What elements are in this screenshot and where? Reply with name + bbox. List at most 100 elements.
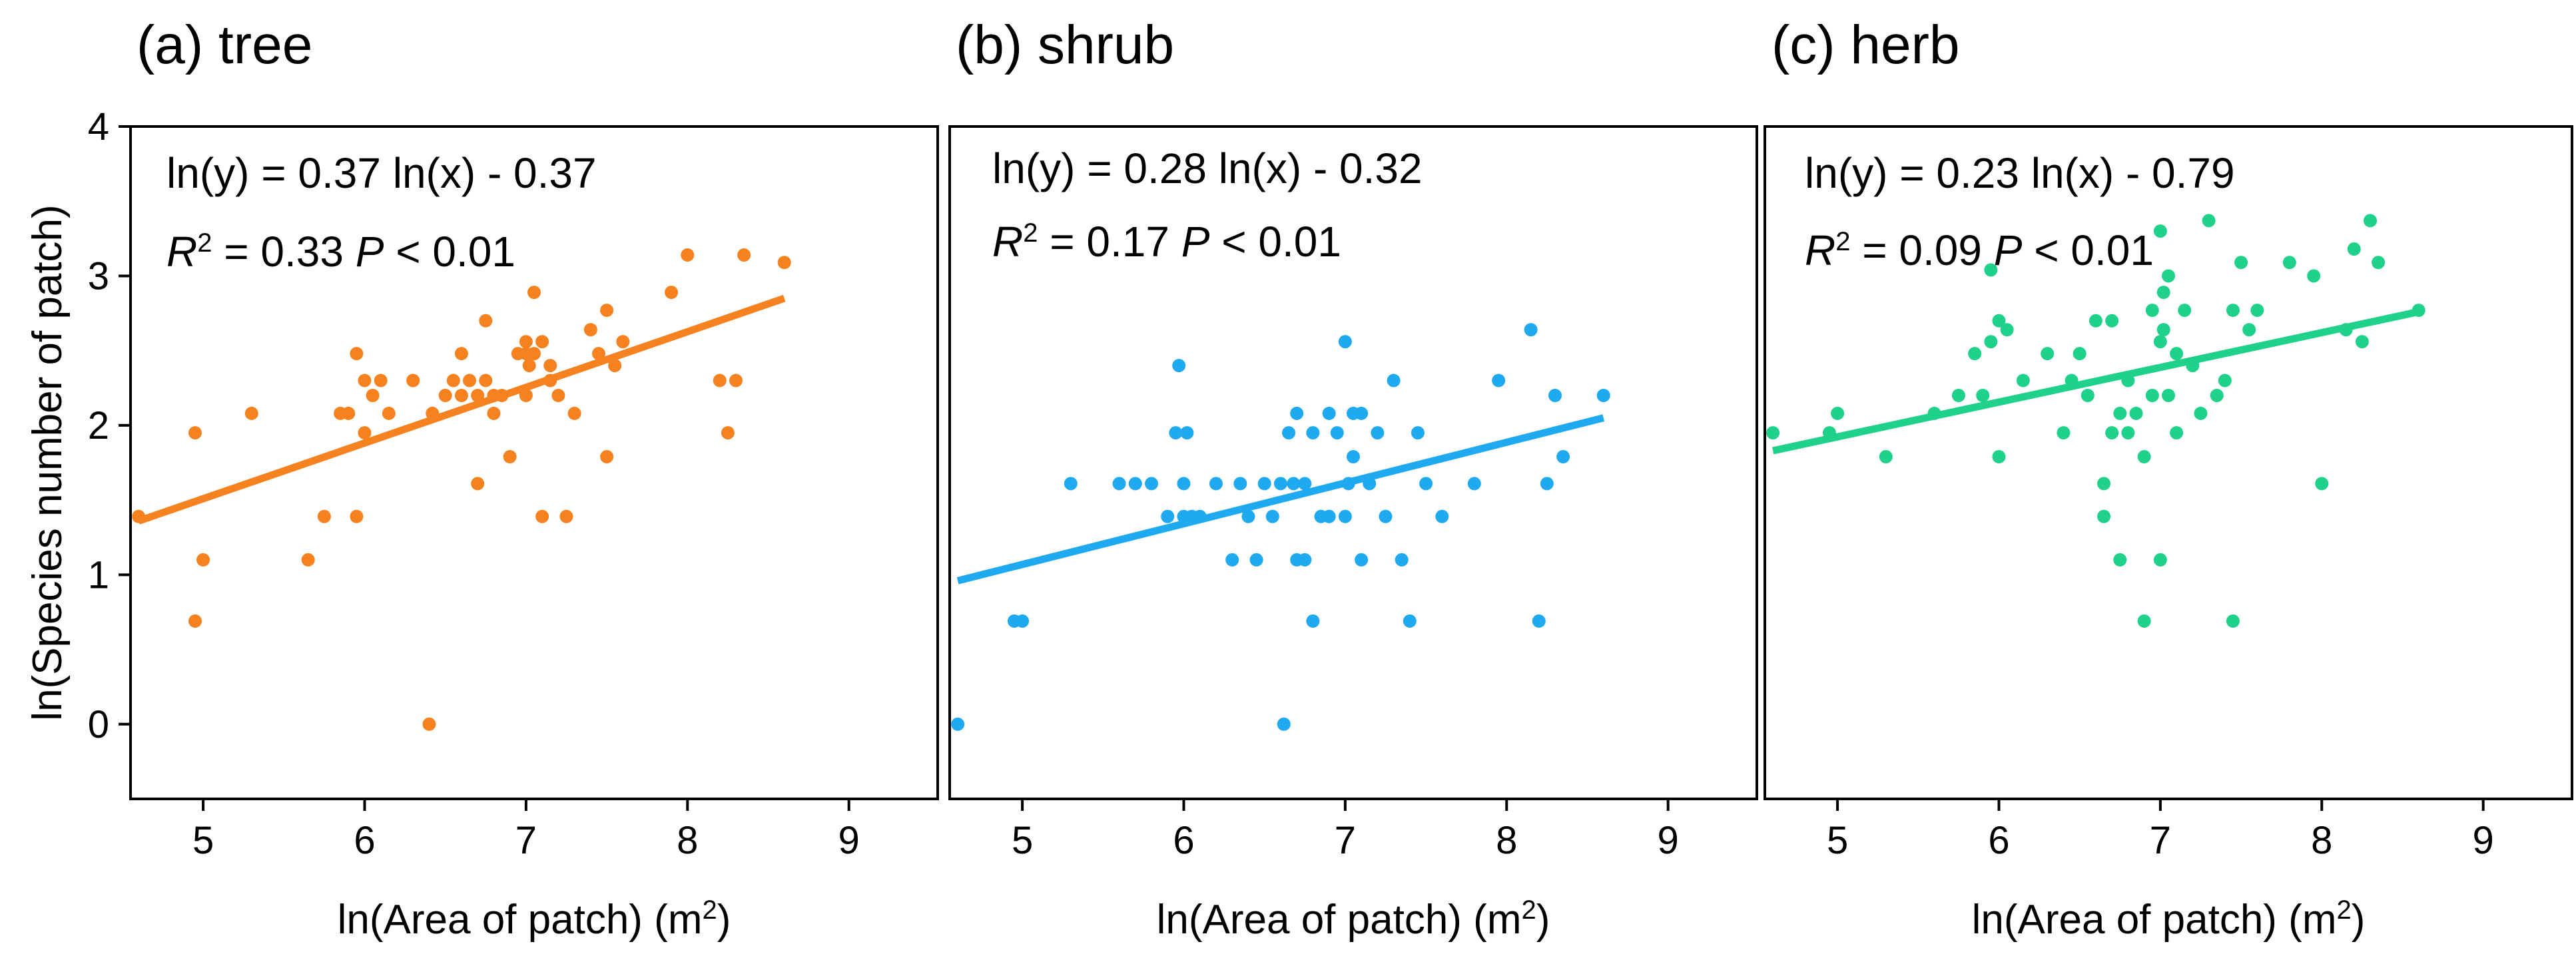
data-point bbox=[1984, 335, 1998, 349]
x-axis-title-end: ) bbox=[717, 897, 731, 943]
x-axis-title-end: ) bbox=[1536, 897, 1550, 943]
data-point bbox=[1287, 477, 1301, 491]
data-point bbox=[1524, 323, 1538, 337]
x-tick-label: 6 bbox=[1173, 819, 1194, 862]
data-point bbox=[1338, 509, 1352, 523]
y-tick-label: 0 bbox=[88, 703, 109, 746]
x-tick-label: 9 bbox=[838, 819, 860, 862]
data-point bbox=[1467, 477, 1481, 491]
data-point bbox=[479, 314, 493, 328]
regression-equation: ln(y) = 0.23 ln(x) - 0.79 bbox=[1805, 149, 2235, 197]
data-point bbox=[1951, 389, 1965, 402]
data-point bbox=[188, 614, 202, 628]
data-point bbox=[422, 717, 436, 731]
x-axis-title: ln(Area of patch) (m2) bbox=[1972, 895, 2366, 943]
panel-tree: (a) tree 5 6 7 8 9 0 1 2 3 4 ln(y) = 0.37 ln(x) -… bbox=[25, 15, 939, 943]
data-point bbox=[454, 347, 468, 361]
y-tick-label: 1 bbox=[88, 553, 109, 597]
data-point bbox=[1984, 263, 1998, 277]
data-point bbox=[1355, 553, 1369, 567]
data-point bbox=[2226, 304, 2240, 318]
data-point bbox=[1298, 477, 1312, 491]
data-point bbox=[1395, 553, 1409, 567]
data-point bbox=[1403, 614, 1417, 628]
x-tick-label: 9 bbox=[1658, 819, 1679, 862]
data-point bbox=[1128, 477, 1142, 491]
x-axis-title-end: ) bbox=[2352, 897, 2366, 943]
x-tick-label: 5 bbox=[1012, 819, 1033, 862]
data-point bbox=[535, 335, 549, 349]
r2-superscript: 2 bbox=[197, 228, 212, 258]
x-tick-label: 8 bbox=[2311, 819, 2332, 862]
data-point bbox=[188, 426, 202, 440]
data-point bbox=[616, 335, 630, 349]
data-point bbox=[559, 509, 573, 523]
data-point bbox=[608, 359, 622, 373]
data-point bbox=[2113, 406, 2127, 420]
data-point bbox=[1879, 450, 1893, 464]
data-point bbox=[2145, 389, 2159, 402]
regression-equation: ln(y) = 0.28 ln(x) - 0.32 bbox=[992, 144, 1423, 192]
data-point bbox=[406, 373, 420, 387]
regression-stats: R2 = 0.09 P < 0.01 bbox=[1805, 226, 2154, 274]
marks bbox=[132, 248, 791, 731]
regression-stats: R2 = 0.33 P < 0.01 bbox=[166, 228, 515, 276]
data-point bbox=[196, 553, 210, 567]
data-point bbox=[2153, 335, 2167, 349]
data-point bbox=[2226, 614, 2240, 628]
data-point bbox=[1172, 359, 1186, 373]
data-point bbox=[1338, 335, 1352, 349]
data-point bbox=[527, 286, 541, 300]
x-tick-label: 6 bbox=[1988, 819, 2009, 862]
data-point bbox=[2170, 347, 2184, 361]
data-point bbox=[1347, 450, 1360, 464]
data-point bbox=[1322, 509, 1336, 523]
data-point bbox=[1290, 406, 1304, 420]
y-tick-label: 4 bbox=[88, 105, 109, 148]
data-point bbox=[1161, 509, 1175, 523]
data-point bbox=[1355, 406, 1369, 420]
x-axis-title-text: ln(Area of patch) (m bbox=[1157, 897, 1522, 943]
data-point bbox=[583, 323, 597, 337]
data-point bbox=[2162, 389, 2175, 402]
data-point bbox=[1064, 477, 1078, 491]
data-point bbox=[2307, 269, 2321, 283]
data-point bbox=[2156, 323, 2170, 337]
data-point bbox=[2372, 256, 2386, 270]
panel-shrub: (b) shrub 5 6 7 8 9 ln(y) = 0.28 ln(x) - 0.3… bbox=[948, 15, 1758, 943]
data-point bbox=[591, 347, 605, 361]
data-point bbox=[1112, 477, 1126, 491]
data-point bbox=[2121, 426, 2135, 440]
data-point bbox=[519, 347, 533, 361]
data-point bbox=[2347, 242, 2361, 256]
data-point bbox=[350, 509, 364, 523]
data-point bbox=[1435, 509, 1449, 523]
x-axis-title-sup: 2 bbox=[1521, 895, 1536, 925]
data-point bbox=[2129, 406, 2143, 420]
data-point bbox=[1992, 450, 2006, 464]
data-point bbox=[471, 477, 485, 491]
x-tick-label: 9 bbox=[2473, 819, 2494, 862]
data-point bbox=[522, 359, 536, 373]
data-point bbox=[1177, 477, 1191, 491]
regression-equation: ln(y) = 0.37 ln(x) - 0.37 bbox=[166, 149, 597, 197]
data-point bbox=[1371, 426, 1385, 440]
plot-frame bbox=[948, 125, 1758, 800]
data-point bbox=[1265, 509, 1279, 523]
data-point bbox=[350, 347, 364, 361]
data-point bbox=[454, 389, 468, 402]
x-tick-label: 8 bbox=[677, 819, 698, 862]
x-tick-label: 5 bbox=[1827, 819, 1848, 862]
data-point bbox=[2364, 214, 2377, 228]
r2-value: = 0.17 bbox=[1038, 218, 1181, 266]
fit-line bbox=[137, 294, 786, 525]
data-point bbox=[487, 406, 501, 420]
r2-value: = 0.33 bbox=[212, 228, 355, 276]
data-point bbox=[1241, 509, 1255, 523]
r2-label: R bbox=[166, 228, 197, 276]
x-axis-title: ln(Area of patch) (m2) bbox=[1157, 895, 1550, 943]
data-point bbox=[1387, 373, 1401, 387]
ticks: 5 6 7 8 9 0 1 2 3 4 bbox=[88, 105, 860, 862]
data-point bbox=[244, 406, 258, 420]
panel-title: (c) herb bbox=[1771, 15, 1960, 75]
